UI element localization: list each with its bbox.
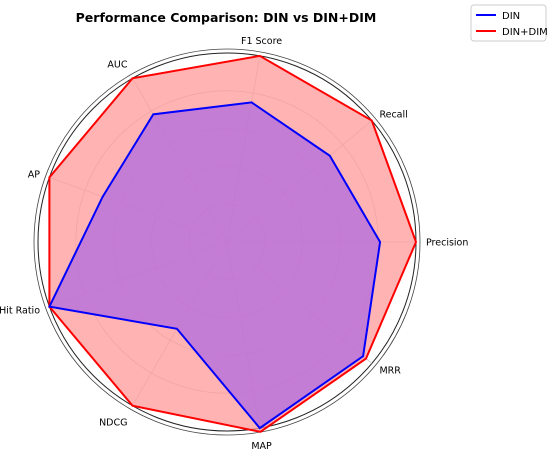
- axis-label-hit-ratio: Hit Ratio: [0, 306, 40, 317]
- legend: DIN DIN+DIM: [470, 4, 548, 42]
- axis-label-precision: Precision: [426, 238, 468, 249]
- series-area-din: [47, 101, 382, 430]
- series-layer: [47, 54, 418, 433]
- axis-label-auc: AUC: [107, 60, 127, 71]
- axis-label-map: MAP: [251, 441, 272, 452]
- axis-label-ndcg: NDCG: [99, 417, 127, 428]
- legend-label-din: DIN: [502, 11, 520, 22]
- outer-frame-ring: [33, 48, 421, 436]
- axis-label-mrr: MRR: [379, 365, 401, 376]
- chart-title: Performance Comparison: DIN vs DIN+DIM: [76, 10, 377, 25]
- axis-labels: Precision Recall F1 Score AUC AP Hit Ratio NDC…: [0, 36, 468, 452]
- axis-label-recall: Recall: [379, 110, 407, 121]
- axis-label-f1-score: F1 Score: [241, 36, 282, 47]
- axis-label-ap: AP: [28, 169, 40, 180]
- legend-label-din-dim: DIN+DIM: [502, 27, 548, 38]
